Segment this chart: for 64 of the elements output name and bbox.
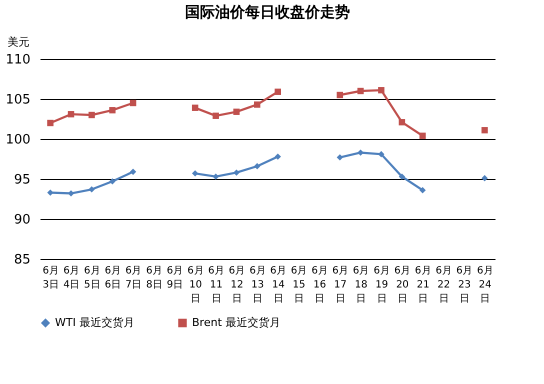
y-tick-label: 100 (6, 132, 30, 148)
x-tick-label: 6月12日 (228, 266, 246, 304)
x-tick-label: 6月6日 (104, 266, 122, 290)
y-tick-label: 105 (6, 92, 30, 108)
y-tick-label: 110 (6, 52, 30, 68)
x-tick-label: 6月21日 (414, 266, 432, 304)
point (254, 163, 260, 170)
x-tick-label: 6月4日 (63, 266, 80, 290)
legend-label: WTI 最近交货月 (55, 316, 134, 329)
x-tick-label: 6月24日 (476, 266, 494, 304)
point (47, 120, 54, 126)
point (68, 190, 74, 197)
x-tick-label: 6月20日 (394, 266, 411, 304)
point (274, 153, 282, 160)
x-tick-label: 6月23日 (456, 266, 473, 304)
point (419, 187, 426, 194)
point (336, 154, 344, 161)
x-tick-label: 6月15日 (290, 266, 308, 304)
x-tick-label: 6月11日 (208, 266, 224, 304)
x-tick-label: 6月22日 (436, 266, 452, 304)
point (88, 112, 95, 118)
point (212, 112, 219, 119)
x-tick-label: 6月17日 (332, 266, 349, 304)
point (378, 151, 384, 158)
x-tick-label: 6月19日 (374, 266, 390, 304)
y-axis-title: 美元 (8, 36, 30, 48)
y-tick-label: 90 (14, 212, 30, 228)
chart-title: 国际油价每日收盘价走势 (185, 3, 350, 21)
x-tick-label: 6月5日 (84, 266, 100, 290)
point (212, 173, 219, 180)
point (274, 88, 282, 95)
point (336, 92, 344, 98)
point (254, 101, 260, 108)
x-tick-label: 6月8日 (146, 266, 162, 290)
point (68, 111, 74, 118)
point (481, 175, 488, 182)
point (130, 168, 136, 175)
point (109, 107, 116, 114)
x-tick-label: 6月18日 (352, 266, 370, 304)
x-tick-label: 6月7日 (125, 266, 142, 290)
point (192, 104, 198, 111)
point (233, 169, 240, 176)
y-tick-label: 85 (14, 252, 30, 268)
x-tick-label: 6月13日 (249, 266, 266, 304)
point (357, 88, 364, 94)
y-tick-label: 95 (14, 172, 30, 188)
point (398, 119, 406, 126)
x-tick-label: 6月10日 (187, 266, 204, 304)
x-tick-label: 6月9日 (166, 266, 184, 290)
point (88, 186, 95, 193)
point (109, 178, 116, 185)
point (192, 170, 198, 177)
x-tick-label: 6月16日 (312, 266, 328, 304)
point (130, 100, 136, 106)
legend-label: Brent 最近交货月 (192, 316, 280, 329)
point (398, 173, 406, 180)
point (378, 87, 384, 94)
point (233, 108, 240, 115)
x-tick-label: 6月14日 (270, 266, 287, 304)
point (419, 132, 426, 139)
x-tick-label: 6月3日 (42, 266, 60, 290)
point (47, 189, 54, 196)
point (481, 127, 488, 134)
point (357, 149, 364, 156)
